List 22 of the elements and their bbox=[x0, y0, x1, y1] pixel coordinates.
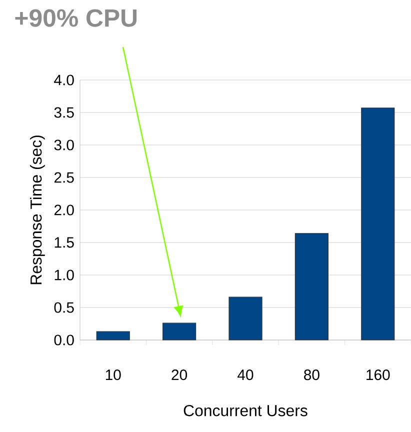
x-tick-label: 80 bbox=[304, 370, 320, 380]
y-tick-label: 3.0 bbox=[54, 140, 74, 150]
bar bbox=[96, 331, 130, 340]
bar bbox=[361, 108, 395, 340]
text: +90% CPU bbox=[15, 9, 137, 27]
y-tick-label: 3.5 bbox=[54, 107, 74, 118]
x-tick-label: 40 bbox=[238, 370, 254, 380]
y-tick-label: 4.0 bbox=[54, 74, 74, 86]
bar bbox=[294, 233, 328, 340]
x-axis-title: Concurrent Users bbox=[184, 404, 308, 416]
y-tick-label: 2.0 bbox=[54, 204, 74, 216]
bar bbox=[162, 322, 196, 340]
y-tick-label: 1.5 bbox=[54, 237, 74, 248]
y-tick-label: 1.0 bbox=[54, 270, 74, 280]
y-tick-label: 0.5 bbox=[54, 302, 74, 313]
y-tick-label: 0.0 bbox=[54, 334, 74, 346]
bar bbox=[228, 296, 262, 340]
y-axis-title: Response Time (sec) bbox=[30, 136, 45, 284]
y-tick-label: 2.5 bbox=[54, 172, 74, 183]
x-tick-label: 160 bbox=[366, 370, 390, 380]
x-tick-label: 10 bbox=[106, 370, 121, 380]
x-tick-label: 20 bbox=[172, 370, 188, 380]
